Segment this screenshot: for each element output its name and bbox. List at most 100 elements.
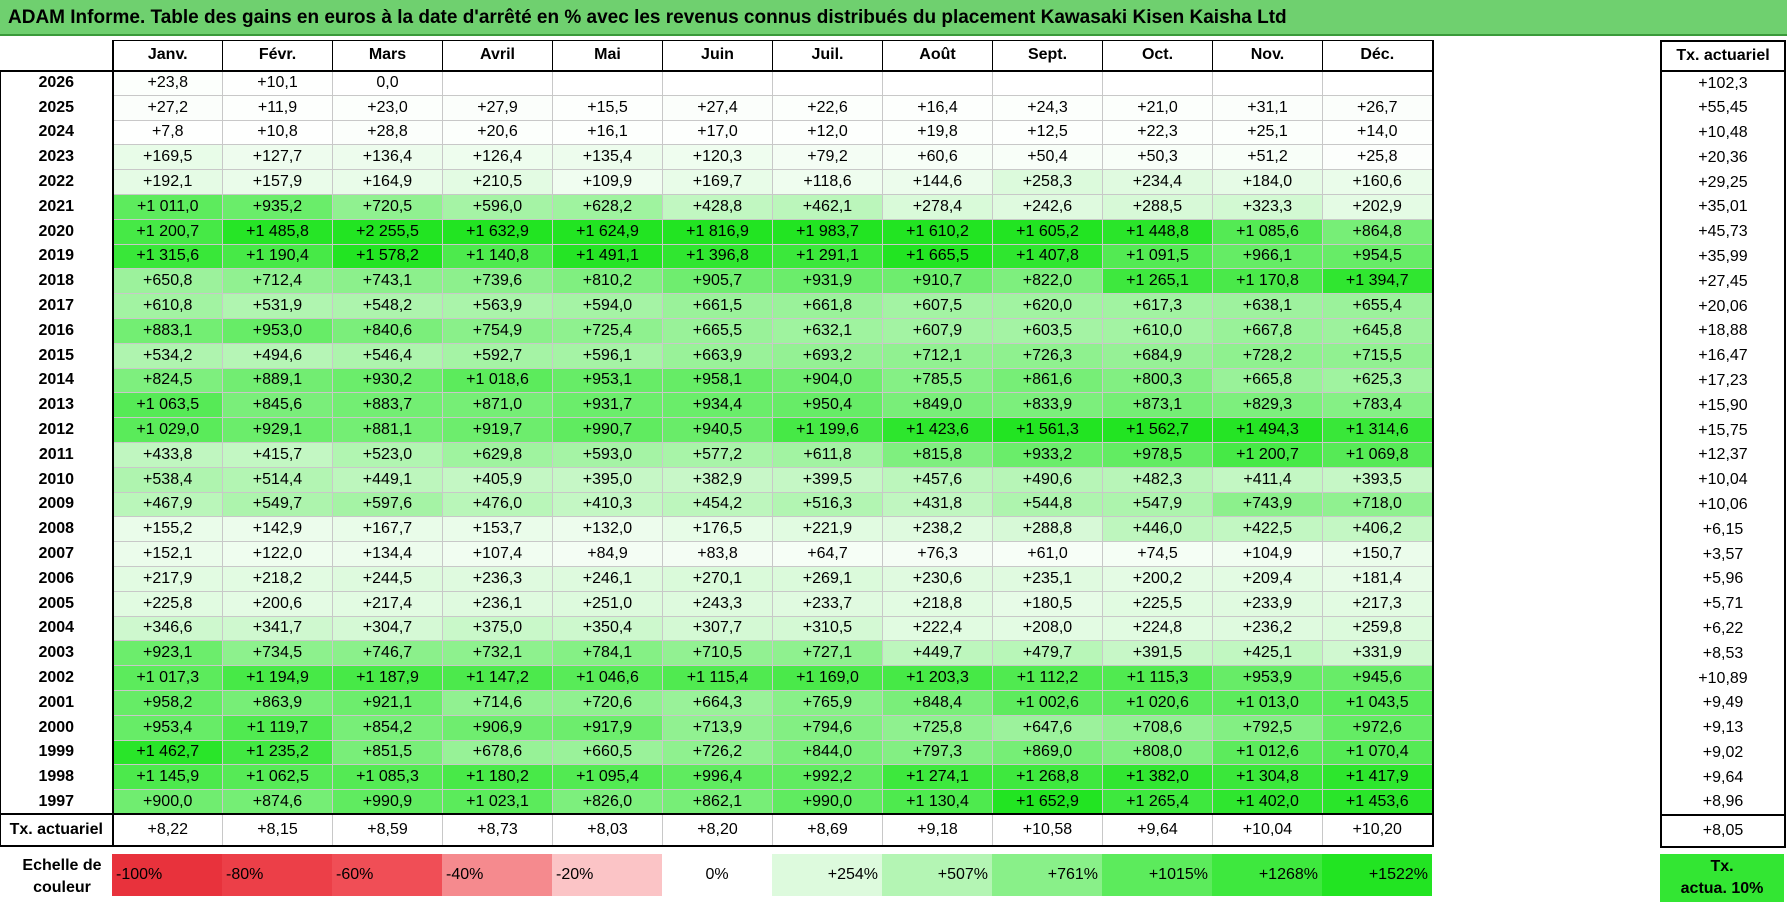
- gain-cell: [882, 70, 993, 96]
- gain-cell: +665,5: [662, 317, 773, 344]
- gain-cell: [1322, 70, 1434, 96]
- gain-cell: +494,6: [222, 342, 333, 369]
- gain-cell: +625,3: [1322, 367, 1434, 394]
- gain-cell: +126,4: [442, 144, 553, 171]
- gain-cell: +720,5: [332, 193, 443, 220]
- gain-cell: +592,7: [442, 342, 553, 369]
- gain-cell: [772, 70, 883, 96]
- gain-cell: +243,3: [662, 590, 773, 617]
- gain-cell: +136,4: [332, 144, 443, 171]
- gain-cell: +824,5: [112, 367, 223, 394]
- legend-step: -100%: [112, 854, 222, 896]
- gain-cell: +610,8: [112, 293, 223, 319]
- gain-cell: +375,0: [442, 615, 553, 642]
- gain-cell: +549,7: [222, 491, 333, 518]
- legend-step: 0%: [662, 854, 772, 896]
- header-corner: [0, 40, 114, 72]
- gain-cell: +428,8: [662, 193, 773, 220]
- gain-cell: +341,7: [222, 615, 333, 642]
- gain-cell: +992,2: [772, 764, 883, 791]
- table-row: 2023 +169,5 +127,7 +136,4 +126,4 +135,4 +120,3…: [0, 144, 1434, 171]
- table-row: 2020 +1 200,7 +1 485,8 +2 255,5 +1 632,9 +1 6…: [0, 218, 1434, 245]
- gain-cell: +83,8: [662, 541, 773, 567]
- gain-cell: +862,1: [662, 789, 773, 815]
- year-label: 2023: [0, 144, 114, 170]
- gain-cell: +395,0: [552, 466, 663, 493]
- actuarial-rate-cell: +35,99: [1660, 244, 1786, 270]
- gain-cell: +883,7: [332, 392, 443, 419]
- footer-rate-cell: +10,58: [992, 813, 1103, 848]
- footer-rate-cell: +10,20: [1322, 813, 1434, 848]
- gain-cell: +953,9: [1212, 665, 1323, 691]
- table-row: 2006 +217,9 +218,2 +244,5 +236,3 +246,1 +270,1…: [0, 565, 1434, 592]
- gain-cell: +259,8: [1322, 615, 1434, 642]
- table-row: 2011 +433,8 +415,7 +523,0 +629,8 +593,0 +577,2…: [0, 441, 1434, 468]
- gain-cell: +60,6: [882, 144, 993, 171]
- gain-cell: +310,5: [772, 615, 883, 642]
- table-row: 2026 +23,8 +10,1 0,0: [0, 70, 1434, 96]
- legend-step: -40%: [442, 854, 552, 896]
- gain-cell: +323,3: [1212, 193, 1323, 220]
- gain-cell: +810,2: [552, 268, 663, 295]
- gain-cell: +923,1: [112, 640, 223, 667]
- gain-cell: +954,5: [1322, 243, 1434, 270]
- gain-cell: +1 610,2: [882, 218, 993, 245]
- gain-cell: +1 070,4: [1322, 739, 1434, 766]
- gain-cell: +792,5: [1212, 714, 1323, 741]
- gain-cell: +164,9: [332, 169, 443, 195]
- actuarial-rate-cell: +10,48: [1660, 120, 1786, 146]
- gain-cell: +160,6: [1322, 169, 1434, 195]
- gain-cell: +26,7: [1322, 94, 1434, 121]
- gain-cell: +910,7: [882, 268, 993, 295]
- color-scale-label: Echelle de couleur: [4, 850, 120, 904]
- gain-cell: +921,1: [332, 689, 443, 716]
- gain-cell: +739,6: [442, 268, 553, 295]
- gain-cell: +17,0: [662, 119, 773, 146]
- actuarial-rate-cell: +15,90: [1660, 393, 1786, 419]
- legend-step: +1015%: [1102, 854, 1212, 896]
- gain-cell: +845,6: [222, 392, 333, 419]
- gain-cell: +620,0: [992, 293, 1103, 319]
- legend-step: +1268%: [1212, 854, 1322, 896]
- gain-cell: +953,0: [222, 317, 333, 344]
- month-header: Juin: [662, 40, 773, 72]
- gain-cell: +726,2: [662, 739, 773, 766]
- actuarial-rate-cell: +5,96: [1660, 566, 1786, 592]
- actuarial-rate-cell: +6,15: [1660, 517, 1786, 543]
- gain-cell: +826,0: [552, 789, 663, 815]
- gain-cell: +25,1: [1212, 119, 1323, 146]
- year-label: 2019: [0, 244, 114, 269]
- gain-cell: +1 304,8: [1212, 764, 1323, 791]
- gain-cell: +611,8: [772, 441, 883, 468]
- gain-cell: +1 063,5: [112, 392, 223, 419]
- gain-cell: +1 190,4: [222, 243, 333, 270]
- year-label: 2022: [0, 169, 114, 195]
- gain-cell: +610,0: [1102, 317, 1213, 344]
- gain-cell: +467,9: [112, 491, 223, 518]
- gain-cell: +726,3: [992, 342, 1103, 369]
- gain-cell: +242,6: [992, 193, 1103, 220]
- gain-cell: +958,2: [112, 689, 223, 716]
- gain-cell: +577,2: [662, 441, 773, 468]
- gain-cell: [1102, 70, 1213, 96]
- gain-cell: +917,9: [552, 714, 663, 741]
- gain-cell: +167,7: [332, 516, 443, 543]
- actuarial-rate-cell: +27,45: [1660, 269, 1786, 295]
- gain-cell: +794,6: [772, 714, 883, 741]
- gain-cell: +107,4: [442, 541, 553, 567]
- gain-cell: +1 017,3: [112, 665, 223, 691]
- gain-cell: +1 491,1: [552, 243, 663, 270]
- gain-cell: +728,2: [1212, 342, 1323, 369]
- gain-cell: +783,4: [1322, 392, 1434, 419]
- table-row: 2012 +1 029,0 +929,1 +881,1 +919,7 +990,7 +940…: [0, 417, 1434, 443]
- actuarial-rate-cell: +10,89: [1660, 666, 1786, 691]
- gain-cell: +725,8: [882, 714, 993, 741]
- gain-cell: +966,1: [1212, 243, 1323, 270]
- gain-cell: +16,4: [882, 94, 993, 121]
- gain-cell: +1 816,9: [662, 218, 773, 245]
- gain-cell: +808,0: [1102, 739, 1213, 766]
- month-header: Sept.: [992, 40, 1103, 72]
- gain-cell: +104,9: [1212, 541, 1323, 567]
- gain-cell: +889,1: [222, 367, 333, 394]
- gain-cell: +734,5: [222, 640, 333, 667]
